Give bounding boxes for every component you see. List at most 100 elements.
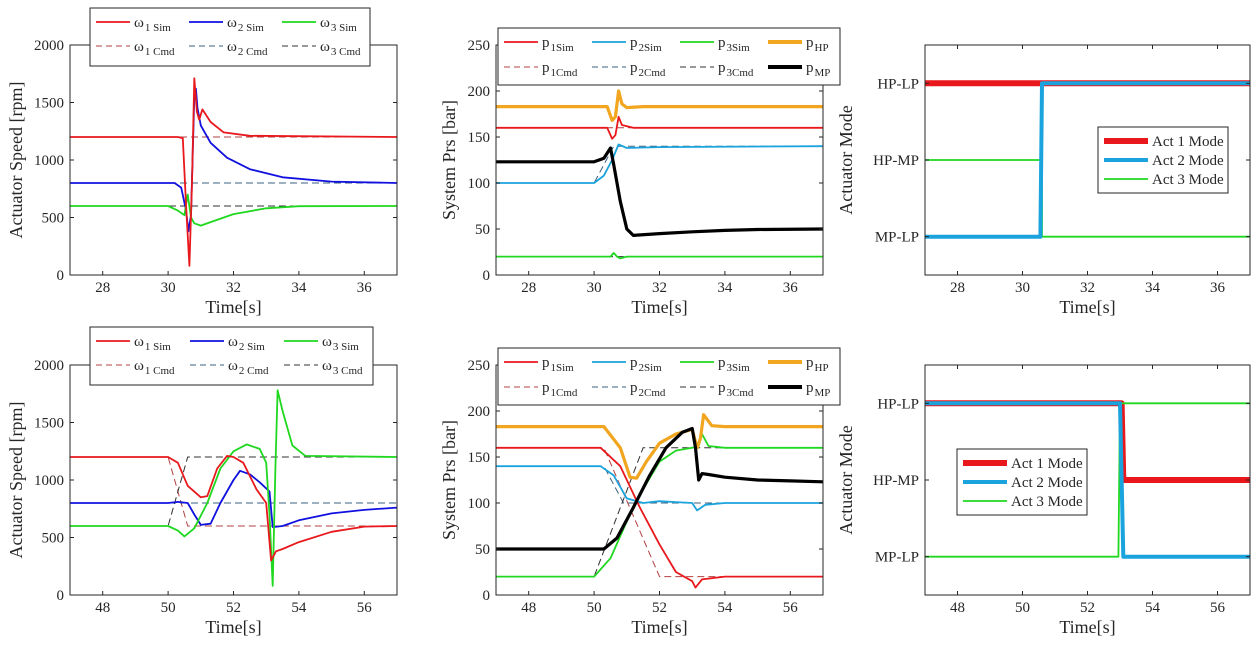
series-group	[925, 400, 1250, 559]
legend: ω1 Sim ω2 Sim ω3 Sim ω1 Cmd ω2 Cmd ω3 Cmd	[89, 7, 371, 67]
x-axis-label: Time[s]	[631, 297, 687, 317]
legend-label: p1Cmd	[542, 60, 578, 79]
legend-label: p1Sim	[542, 355, 574, 374]
legend-item: Act 2 Mode	[963, 475, 1083, 491]
y-tick-label: HP-LP	[877, 396, 919, 412]
series-line	[70, 193, 397, 227]
series-line	[496, 145, 823, 184]
legend-label: p2Cmd	[630, 60, 666, 79]
y-tick-label: 1500	[34, 416, 64, 432]
series-line	[496, 146, 823, 237]
legend-label: Act 1 Mode	[1152, 134, 1224, 150]
legend: p1Sim p2Sim p3Sim pHP p1Cmd p2Cmd p3Cmd pMP	[497, 27, 841, 86]
series-line	[496, 413, 823, 480]
series-line	[496, 143, 823, 184]
legend: ω1 Sim ω2 Sim ω3 Sim ω1 Cmd ω2 Cmd ω3 Cmd	[89, 326, 374, 386]
legend-label: Act 1 Mode	[1011, 456, 1083, 472]
x-tick-label: 30	[1015, 280, 1030, 296]
legend-item: ω3 Sim	[282, 15, 357, 34]
y-tick-label: 1000	[34, 153, 64, 169]
y-tick-label: 50	[475, 542, 490, 558]
legend-label: pHP	[806, 35, 829, 54]
legend-item: p1Sim	[504, 35, 574, 54]
legend-item: Act 1 Mode	[963, 456, 1083, 472]
panel-mode-top: 28 30 32 34 36 MP-LP HP-MP HP-LP Time[s] Actuator…	[836, 44, 1251, 317]
x-tick-label: 32	[1080, 280, 1095, 296]
x-tick-label: 48	[950, 600, 965, 616]
y-tick-label: 150	[468, 130, 491, 146]
y-tick-label: MP-LP	[875, 230, 919, 246]
legend-item: Act 3 Mode	[1104, 172, 1224, 188]
legend: Act 1 Mode Act 2 Mode Act 3 Mode	[956, 448, 1088, 516]
legend-item: p1Sim	[504, 355, 574, 374]
legend-label: p2Sim	[630, 35, 662, 54]
y-tick-label: 0	[483, 588, 491, 604]
legend-item: ω3 Cmd	[282, 39, 361, 58]
legend-item: pHP	[768, 355, 829, 374]
legend-label: ω3 Sim	[320, 15, 357, 34]
x-tick-label: 28	[95, 280, 110, 296]
series-line	[496, 426, 823, 551]
legend-item: pMP	[768, 60, 830, 79]
legend-item: ω2 Sim	[189, 15, 264, 34]
legend-label: ω3 Cmd	[320, 39, 361, 58]
legend-label: Act 3 Mode	[1152, 172, 1224, 188]
x-tick-label: 28	[950, 280, 965, 296]
y-tick-label: 1000	[34, 473, 64, 489]
x-axis-label: Time[s]	[1059, 297, 1115, 317]
x-tick-label: 36	[1210, 280, 1226, 296]
series-group	[70, 389, 397, 587]
panel-speed-bottom: 48 50 52 54 56 0 500 1000 1500 2000 Time[s] Actuato…	[6, 326, 398, 637]
y-tick-label: HP-MP	[873, 153, 919, 169]
legend-label: p3Cmd	[718, 380, 754, 399]
legend-label: Act 3 Mode	[1011, 494, 1083, 510]
legend-item: ω2 Sim	[190, 334, 265, 353]
y-tick-label: 500	[42, 531, 65, 547]
legend-item: p2Cmd	[592, 380, 666, 399]
series-line	[70, 87, 397, 233]
series-line	[496, 465, 823, 512]
series-group	[496, 89, 823, 260]
y-tick-label: 1500	[34, 96, 64, 112]
x-tick-label: 36	[357, 280, 373, 296]
y-tick-label: 2000	[34, 358, 64, 374]
x-tick-label: 54	[291, 600, 307, 616]
legend-item: Act 1 Mode	[1104, 134, 1224, 150]
series-line	[925, 402, 1250, 558]
x-axis-label: Time[s]	[1059, 617, 1115, 637]
legend-item: ω1 Sim	[96, 334, 171, 353]
series-line	[70, 456, 397, 527]
series-group	[496, 413, 823, 589]
legend-item: pHP	[768, 35, 829, 54]
y-tick-label: 0	[57, 588, 65, 604]
x-tick-label: 48	[95, 600, 110, 616]
legend-item: Act 3 Mode	[963, 494, 1083, 510]
series-line	[496, 447, 823, 578]
series-line	[496, 433, 823, 578]
x-tick-label: 56	[783, 600, 799, 616]
x-tick-label: 28	[521, 280, 536, 296]
x-tick-label: 52	[1080, 600, 1095, 616]
series-line	[70, 455, 397, 562]
legend-label: p2Cmd	[630, 380, 666, 399]
legend-item: ω1 Cmd	[96, 358, 175, 377]
x-tick-label: 34	[291, 280, 307, 296]
y-tick-label: 200	[468, 84, 491, 100]
x-tick-label: 34	[717, 280, 733, 296]
x-axis-label: Time[s]	[205, 297, 261, 317]
legend-label: p3Sim	[718, 355, 750, 374]
y-axis-label: Actuator Speed [rpm]	[6, 402, 26, 559]
series-line	[70, 77, 397, 267]
legend-box	[497, 27, 841, 86]
legend-label: p3Sim	[718, 35, 750, 54]
y-tick-label: 250	[468, 358, 491, 374]
legend-item: ω3 Sim	[284, 334, 359, 353]
legend-item: p2Cmd	[592, 60, 666, 79]
x-tick-label: 54	[717, 600, 733, 616]
legend-item: p2Sim	[592, 355, 662, 374]
legend-box	[89, 7, 371, 67]
series-line	[925, 401, 1250, 559]
x-tick-label: 52	[226, 600, 241, 616]
x-tick-label: 36	[783, 280, 799, 296]
